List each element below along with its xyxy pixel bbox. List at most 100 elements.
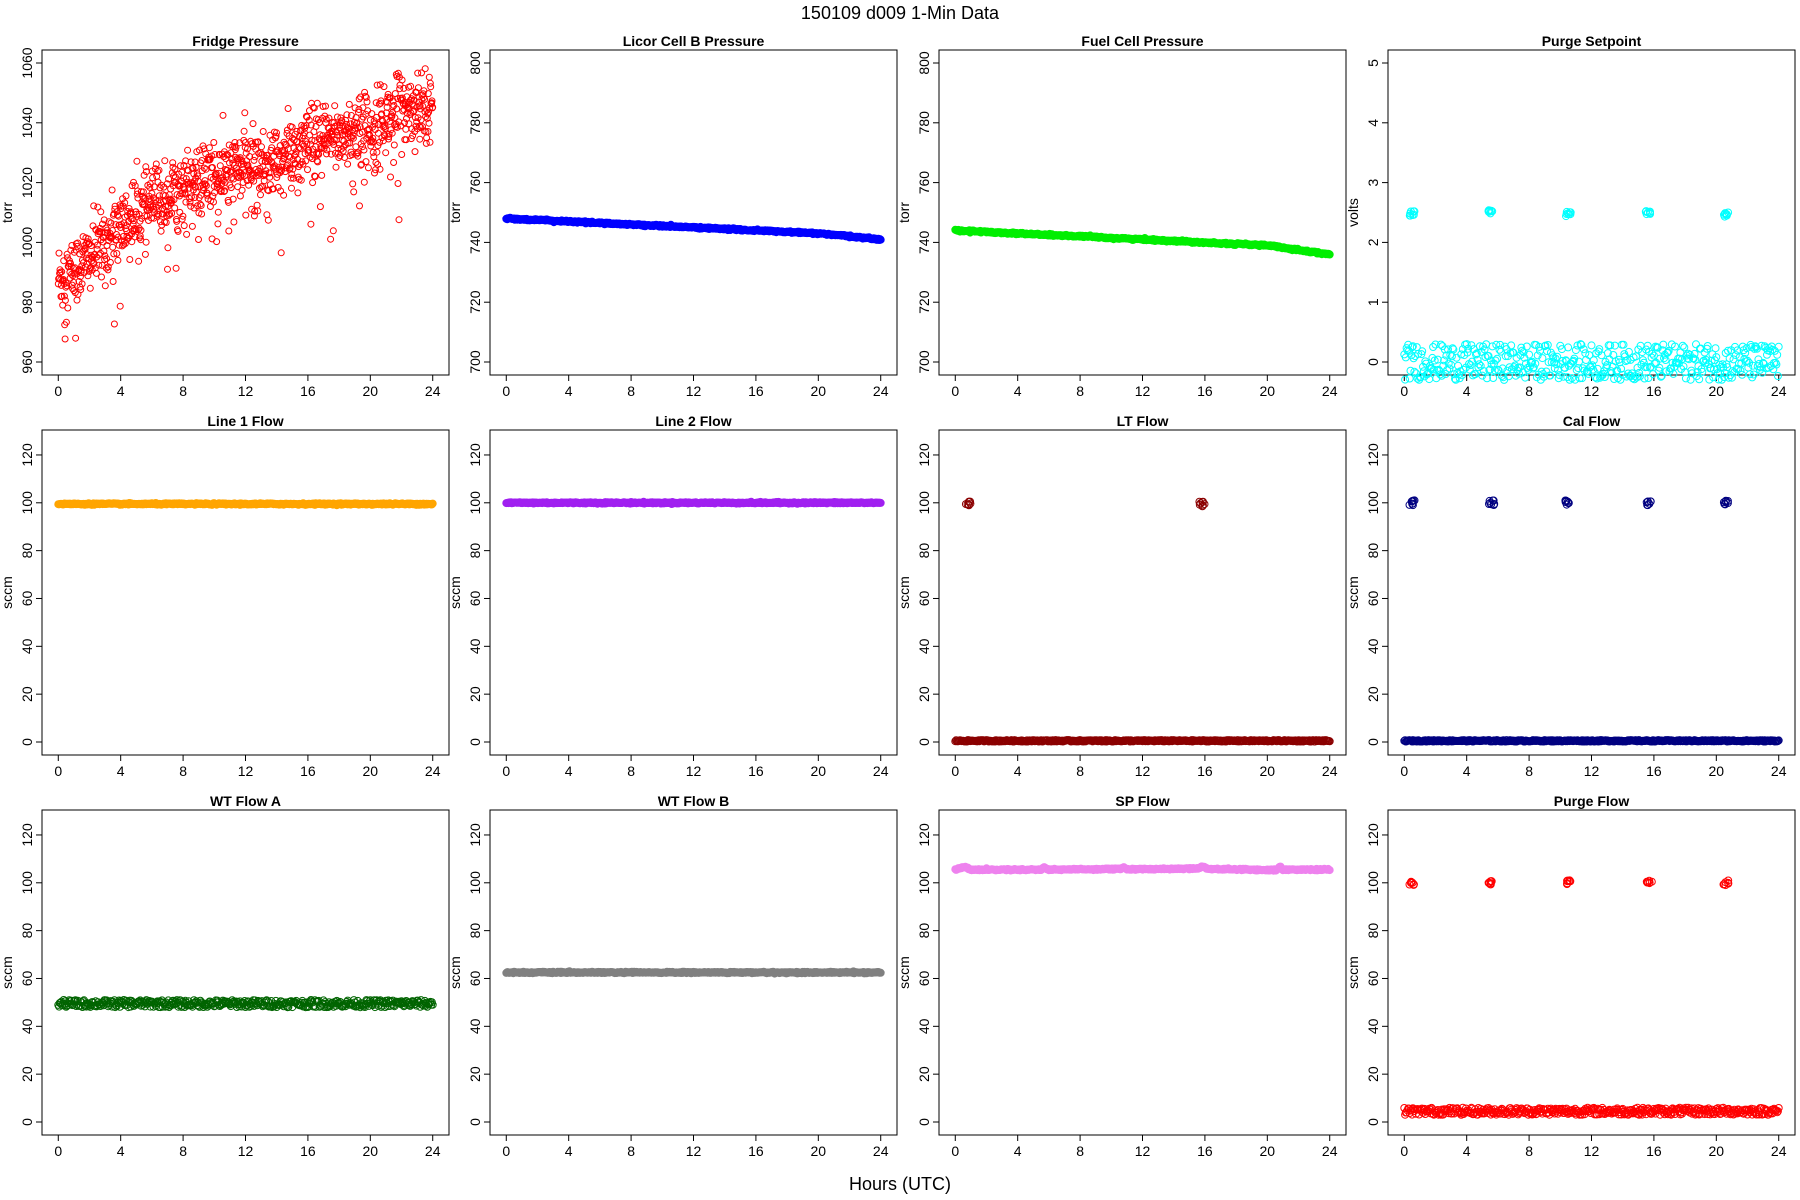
plot-frame	[1387, 49, 1796, 376]
data-point	[149, 174, 157, 182]
data-point	[219, 111, 227, 119]
data-point	[216, 162, 224, 170]
data-point	[254, 138, 262, 146]
x-tick-label: 4	[117, 383, 125, 399]
data-point	[373, 148, 381, 156]
x-tick-label: 20	[811, 763, 827, 779]
data-point	[231, 143, 239, 150]
y-tick-label: 80	[467, 543, 483, 559]
x-tick-label: 8	[1076, 763, 1084, 779]
data-point	[137, 226, 145, 234]
data-point	[55, 249, 63, 257]
y-tick-label: 0	[916, 738, 932, 746]
data-point	[179, 212, 187, 220]
data-point	[876, 235, 885, 244]
x-tick-label: 16	[300, 383, 316, 399]
data-point	[108, 186, 116, 194]
data-point	[161, 192, 169, 200]
panel-title: Purge Setpoint	[1542, 33, 1642, 49]
data-point	[312, 123, 320, 130]
data-point	[250, 177, 258, 185]
data-point	[232, 143, 240, 151]
data-point	[1774, 342, 1783, 351]
data-point	[305, 146, 313, 154]
y-axis-label: sccm	[447, 576, 463, 609]
y-tick-label: 3	[1365, 178, 1381, 186]
data-point	[130, 178, 137, 186]
y-tick-label: 100	[916, 491, 932, 515]
x-tick-label: 12	[686, 763, 702, 779]
data-point	[355, 95, 363, 103]
y-tick-label: 740	[916, 231, 932, 255]
data-point	[120, 241, 128, 249]
y-axis-label: sccm	[0, 576, 15, 609]
y-tick-label: 60	[916, 590, 932, 606]
panel-title: Line 2 Flow	[655, 413, 731, 429]
x-tick-label: 24	[425, 1143, 441, 1159]
data-point	[288, 184, 295, 192]
data-point	[105, 218, 113, 226]
data-point	[1678, 341, 1687, 350]
data-point	[192, 163, 200, 171]
data-point	[195, 236, 202, 243]
data-point	[141, 212, 149, 220]
data-points	[502, 213, 885, 244]
data-point	[129, 215, 136, 223]
y-tick-label: 1	[1365, 298, 1381, 306]
y-tick-label: 120	[19, 443, 35, 467]
data-point	[181, 190, 189, 198]
x-tick-label: 8	[627, 763, 635, 779]
data-point	[308, 136, 316, 144]
data-point	[345, 100, 353, 108]
data-point	[170, 172, 178, 180]
data-point	[172, 264, 180, 272]
y-tick-label: 0	[1365, 738, 1381, 746]
data-point	[1564, 343, 1573, 352]
data-point	[1632, 352, 1640, 361]
x-tick-label: 4	[1463, 763, 1471, 779]
data-point	[273, 174, 281, 181]
y-tick-label: 120	[19, 823, 35, 847]
data-point	[213, 238, 221, 246]
data-point	[1619, 340, 1628, 349]
plot-frame	[489, 49, 898, 376]
data-point	[280, 191, 288, 199]
data-point	[1410, 367, 1419, 376]
data-point	[245, 181, 253, 189]
data-point	[58, 292, 66, 300]
plot-frame	[41, 429, 450, 756]
data-point	[380, 83, 388, 91]
data-point	[101, 282, 109, 290]
data-point	[214, 208, 222, 216]
x-tick-label: 20	[811, 383, 827, 399]
data-point	[74, 239, 82, 247]
data-point	[64, 304, 72, 312]
panel-title: Licor Cell B Pressure	[623, 33, 765, 49]
data-point	[163, 180, 171, 188]
y-tick-label: 760	[916, 171, 932, 195]
y-axis-label: sccm	[896, 576, 912, 609]
data-point	[73, 242, 81, 250]
x-tick-label: 24	[873, 763, 889, 779]
data-point	[146, 183, 154, 191]
data-point	[190, 170, 198, 178]
data-point	[244, 161, 252, 169]
plot-frame	[1387, 429, 1796, 756]
data-point	[1711, 344, 1720, 353]
data-point	[186, 195, 194, 202]
data-point	[114, 233, 122, 241]
data-point	[84, 235, 92, 243]
x-tick-label: 24	[873, 383, 889, 399]
x-tick-label: 16	[748, 383, 764, 399]
data-point	[129, 220, 137, 228]
data-point	[168, 209, 176, 217]
y-tick-label: 60	[467, 590, 483, 606]
data-point	[84, 272, 92, 280]
figure-title: 150109 d009 1-Min Data	[801, 3, 1000, 23]
data-point	[264, 216, 272, 224]
y-tick-label: 5	[1365, 59, 1381, 67]
x-tick-label: 20	[363, 1143, 379, 1159]
data-point	[178, 215, 186, 223]
